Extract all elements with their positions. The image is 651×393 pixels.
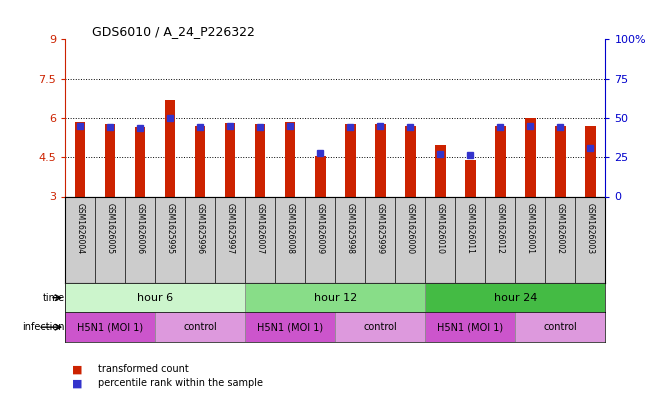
Text: control: control	[363, 322, 397, 332]
Bar	[245, 312, 335, 342]
Bar	[75, 122, 85, 196]
Text: GSM1625998: GSM1625998	[346, 204, 355, 254]
Bar	[495, 126, 506, 196]
Bar	[465, 160, 476, 196]
Bar	[225, 123, 236, 196]
Bar	[285, 122, 296, 196]
Bar	[555, 126, 566, 196]
Bar	[315, 156, 326, 196]
Bar	[165, 99, 175, 196]
Text: hour 24: hour 24	[493, 293, 537, 303]
Text: GSM1625997: GSM1625997	[226, 204, 235, 255]
Bar	[525, 118, 536, 196]
Text: hour 12: hour 12	[314, 293, 357, 303]
Text: time: time	[42, 293, 64, 303]
Bar	[135, 127, 145, 196]
Text: GSM1625995: GSM1625995	[165, 204, 174, 255]
Bar	[255, 125, 266, 196]
Bar	[435, 145, 445, 196]
Text: hour 6: hour 6	[137, 293, 173, 303]
Text: GSM1626001: GSM1626001	[526, 204, 535, 254]
Bar	[516, 312, 605, 342]
Text: GSM1626003: GSM1626003	[586, 204, 595, 255]
Bar	[105, 125, 115, 196]
Text: GSM1626007: GSM1626007	[256, 204, 265, 255]
Text: GSM1626012: GSM1626012	[496, 204, 505, 254]
Bar	[195, 126, 206, 196]
Text: GSM1625999: GSM1625999	[376, 204, 385, 255]
Bar	[425, 283, 605, 312]
Text: GSM1626000: GSM1626000	[406, 204, 415, 255]
Text: GSM1626011: GSM1626011	[466, 204, 475, 254]
Bar	[345, 125, 355, 196]
Text: H5N1 (MOI 1): H5N1 (MOI 1)	[437, 322, 503, 332]
Text: H5N1 (MOI 1): H5N1 (MOI 1)	[257, 322, 324, 332]
Text: control: control	[544, 322, 577, 332]
Text: GDS6010 / A_24_P226322: GDS6010 / A_24_P226322	[92, 25, 255, 38]
Text: H5N1 (MOI 1): H5N1 (MOI 1)	[77, 322, 143, 332]
Text: GSM1626009: GSM1626009	[316, 204, 325, 255]
Bar	[65, 283, 245, 312]
Text: GSM1625996: GSM1625996	[196, 204, 204, 255]
Bar	[375, 125, 385, 196]
Bar	[405, 126, 415, 196]
Text: infection: infection	[22, 322, 64, 332]
Bar	[335, 312, 425, 342]
Text: GSM1626008: GSM1626008	[286, 204, 295, 254]
Text: GSM1626010: GSM1626010	[436, 204, 445, 254]
Text: ■: ■	[72, 378, 82, 388]
Bar	[245, 283, 425, 312]
Text: ■: ■	[72, 364, 82, 375]
Text: GSM1626002: GSM1626002	[556, 204, 565, 254]
Text: control: control	[184, 322, 217, 332]
Text: percentile rank within the sample: percentile rank within the sample	[98, 378, 262, 388]
Text: transformed count: transformed count	[98, 364, 188, 375]
Text: GSM1626005: GSM1626005	[105, 204, 115, 255]
Bar	[425, 312, 516, 342]
Bar	[585, 126, 596, 196]
Text: GSM1626006: GSM1626006	[135, 204, 145, 255]
Bar	[65, 312, 155, 342]
Text: GSM1626004: GSM1626004	[76, 204, 85, 255]
Bar	[155, 312, 245, 342]
